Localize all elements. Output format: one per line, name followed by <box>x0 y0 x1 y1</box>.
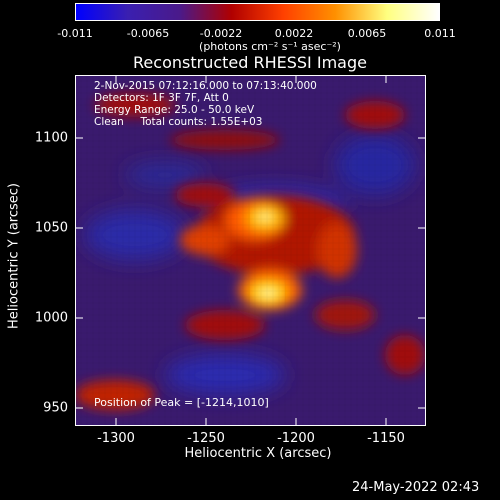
image-title: Reconstructed RHESSI Image <box>133 53 367 72</box>
info-energy-range: Energy Range: 25.0 - 50.0 keV <box>94 104 255 116</box>
x-tick-label: -1300 <box>97 431 135 446</box>
info-time-range: 2-Nov-2015 07:12:16.000 to 07:13:40.000 <box>94 80 317 92</box>
y-axis-label: Heliocentric Y (arcsec) <box>6 183 22 329</box>
colorbar-tick-label: 0.0065 <box>347 27 387 40</box>
axis-ticks <box>75 75 426 426</box>
colorbar-tick-label: -0.0065 <box>126 27 170 40</box>
x-tick-label: -1250 <box>187 431 225 446</box>
colorbar-tick-label: -0.0022 <box>199 27 243 40</box>
colorbar-tick-label: 0.0022 <box>274 27 314 40</box>
x-axis-label: Heliocentric X (arcsec) <box>184 446 332 461</box>
colorbar <box>75 3 440 21</box>
info-total-counts: Clean Total counts: 1.55E+03 <box>94 116 263 128</box>
observation-info: 2-Nov-2015 07:12:16.000 to 07:13:40.000 D… <box>94 80 317 128</box>
x-tick-label: -1200 <box>277 431 315 446</box>
colorbar-unit-label: (photons cm⁻² s⁻¹ asec⁻²) <box>199 40 341 53</box>
y-tick-label: 1050 <box>34 220 68 236</box>
plot-frame <box>75 75 426 426</box>
info-detectors: Detectors: 1F 3F 7F, Att 0 <box>94 92 229 104</box>
y-tick-label: 1000 <box>34 310 68 326</box>
y-tick-label: 1100 <box>34 130 68 146</box>
plot-datestamp: 24-May-2022 02:43 <box>352 480 480 495</box>
x-tick-label: -1150 <box>367 431 405 446</box>
y-tick-label: 950 <box>43 400 68 416</box>
colorbar-tick-label: -0.011 <box>57 27 93 40</box>
rhessi-image-plot <box>75 75 426 426</box>
colorbar-tick-label: 0.011 <box>424 27 456 40</box>
peak-position-label: Position of Peak = [-1214,1010] <box>94 396 269 409</box>
